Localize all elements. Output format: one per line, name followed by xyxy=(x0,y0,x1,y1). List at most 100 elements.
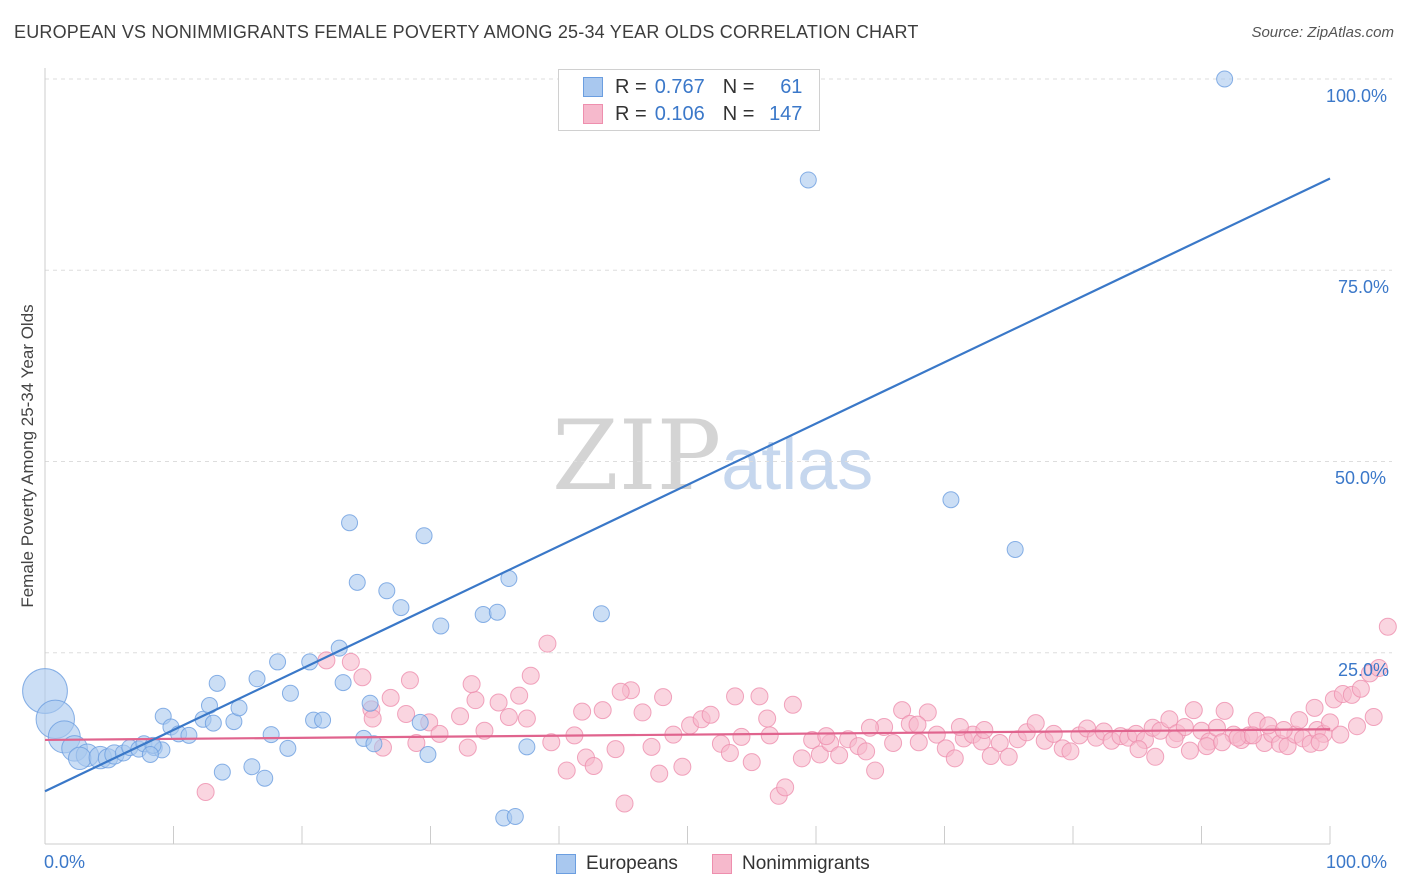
watermark: ZIPatlas xyxy=(552,400,873,512)
nonimmigrant-point xyxy=(866,761,885,780)
european-point xyxy=(1216,70,1234,88)
european-point xyxy=(141,745,159,763)
nonimmigrant-point xyxy=(475,721,494,740)
watermark-atlas: atlas xyxy=(721,425,874,505)
watermark-zip: ZIP xyxy=(552,400,722,512)
nonimmigrant-point xyxy=(397,704,416,723)
nonimmigrant-point xyxy=(776,778,795,797)
bottom-legend-swatch-europeans xyxy=(556,854,576,874)
legend-n-label: N = xyxy=(722,75,755,98)
nonimmigrant-point xyxy=(341,652,360,671)
nonimmigrant-point xyxy=(542,733,561,752)
legend-r-label: R = xyxy=(615,75,647,98)
nonimmigrant-point xyxy=(381,688,400,707)
legend-r-value-nonimmigrants: 0.106 xyxy=(654,102,705,125)
nonimmigrant-point xyxy=(462,675,481,694)
nonimmigrant-point xyxy=(990,734,1009,753)
nonimmigrant-point xyxy=(615,794,634,813)
x-tick-label-min: 0.0% xyxy=(44,852,86,872)
nonimmigrant-point xyxy=(466,691,485,710)
bottom-legend-label-europeans: Europeans xyxy=(586,853,678,874)
nonimmigrants-trend-line xyxy=(44,728,1331,742)
nonimmigrant-point xyxy=(353,668,372,687)
nonimmigrant-point xyxy=(792,749,811,768)
legend-r-value-europeans: 0.767 xyxy=(654,75,705,98)
legend-row-europeans: R = 0.767 N = 61 xyxy=(583,75,802,99)
nonimmigrant-point xyxy=(1213,733,1232,752)
nonimmigrant-point xyxy=(1321,713,1339,732)
nonimmigrant-point xyxy=(810,745,829,764)
european-point xyxy=(506,807,524,825)
legend-row-nonimmigrants: R = 0.106 N = 147 xyxy=(583,102,802,126)
nonimmigrant-point xyxy=(458,738,477,757)
nonimmigrant-point xyxy=(1026,714,1045,733)
legend-n-label: N = xyxy=(722,102,755,125)
x-tick-label-max: 100.0% xyxy=(1326,852,1388,872)
nonimmigrant-point xyxy=(760,726,779,745)
y-tick-label-100: 100.0% xyxy=(1326,86,1388,106)
european-point xyxy=(281,684,299,702)
nonimmigrant-point xyxy=(654,688,673,707)
nonimmigrant-point xyxy=(538,634,557,653)
nonimmigrant-point xyxy=(1228,728,1247,747)
european-point xyxy=(799,171,817,189)
nonimmigrant-point xyxy=(975,721,994,740)
nonimmigrant-point xyxy=(633,703,652,722)
european-point xyxy=(1006,540,1024,558)
nonimmigrant-point xyxy=(611,682,630,701)
nonimmigrant-point xyxy=(517,709,536,728)
nonimmigrant-point xyxy=(999,747,1018,766)
nonimmigrant-point xyxy=(1146,747,1165,766)
nonimmigrant-point xyxy=(1369,659,1388,678)
nonimmigrant-point xyxy=(908,715,927,734)
nonimmigrant-point xyxy=(1061,742,1080,761)
nonimmigrant-point xyxy=(945,749,964,768)
nonimmigrant-point xyxy=(918,703,937,722)
nonimmigrant-point xyxy=(732,727,751,746)
nonimmigrant-point xyxy=(1378,617,1397,636)
nonimmigrant-point xyxy=(407,734,426,753)
nonimmigrant-point xyxy=(1129,740,1148,759)
nonimmigrant-point xyxy=(1160,710,1179,729)
nonimmigrant-point xyxy=(606,740,625,759)
nonimmigrant-point xyxy=(1290,711,1309,730)
legend-n-value-nonimmigrants: 147 xyxy=(769,102,803,125)
nonimmigrant-point xyxy=(817,727,836,746)
european-point xyxy=(348,573,366,591)
legend-swatch-europeans xyxy=(583,77,603,97)
nonimmigrant-point xyxy=(750,687,769,706)
nonimmigrant-point xyxy=(1310,733,1329,752)
nonimmigrant-point xyxy=(593,701,612,720)
nonimmigrant-point xyxy=(1215,701,1234,720)
european-point xyxy=(314,711,332,729)
nonimmigrant-point xyxy=(1347,717,1366,736)
source-label: Source: ZipAtlas.com xyxy=(1251,24,1394,41)
european-point xyxy=(365,735,383,753)
nonimmigrant-point xyxy=(783,695,802,714)
nonimmigrant-point xyxy=(1351,679,1370,698)
bottom-legend-label-nonimmigrants: Nonimmigrants xyxy=(742,853,870,874)
nonimmigrant-point xyxy=(510,686,529,705)
nonimmigrant-point xyxy=(642,737,661,756)
nonimmigrant-point xyxy=(1197,737,1216,756)
european-point xyxy=(269,653,287,671)
nonimmigrant-point xyxy=(1331,725,1350,744)
nonimmigrant-point xyxy=(726,687,745,706)
y-tick-label-75: 75.0% xyxy=(1338,277,1390,297)
nonimmigrant-point xyxy=(1243,726,1262,745)
european-point xyxy=(432,617,450,635)
nonimmigrant-point xyxy=(1259,716,1278,735)
european-point xyxy=(474,606,492,623)
nonimmigrant-point xyxy=(927,725,946,744)
nonimmigrant-point xyxy=(521,666,540,685)
nonimmigrant-point xyxy=(884,734,903,753)
european-point xyxy=(341,514,359,532)
chart-title: EUROPEAN VS NONIMMIGRANTS FEMALE POVERTY… xyxy=(14,22,919,42)
y-tick-label-25: 25.0% xyxy=(1338,660,1390,680)
european-point xyxy=(592,605,610,623)
europeans-trend-line xyxy=(44,177,1331,793)
nonimmigrant-point xyxy=(909,733,928,752)
nonimmigrant-point xyxy=(742,753,761,772)
european-point xyxy=(942,491,960,509)
